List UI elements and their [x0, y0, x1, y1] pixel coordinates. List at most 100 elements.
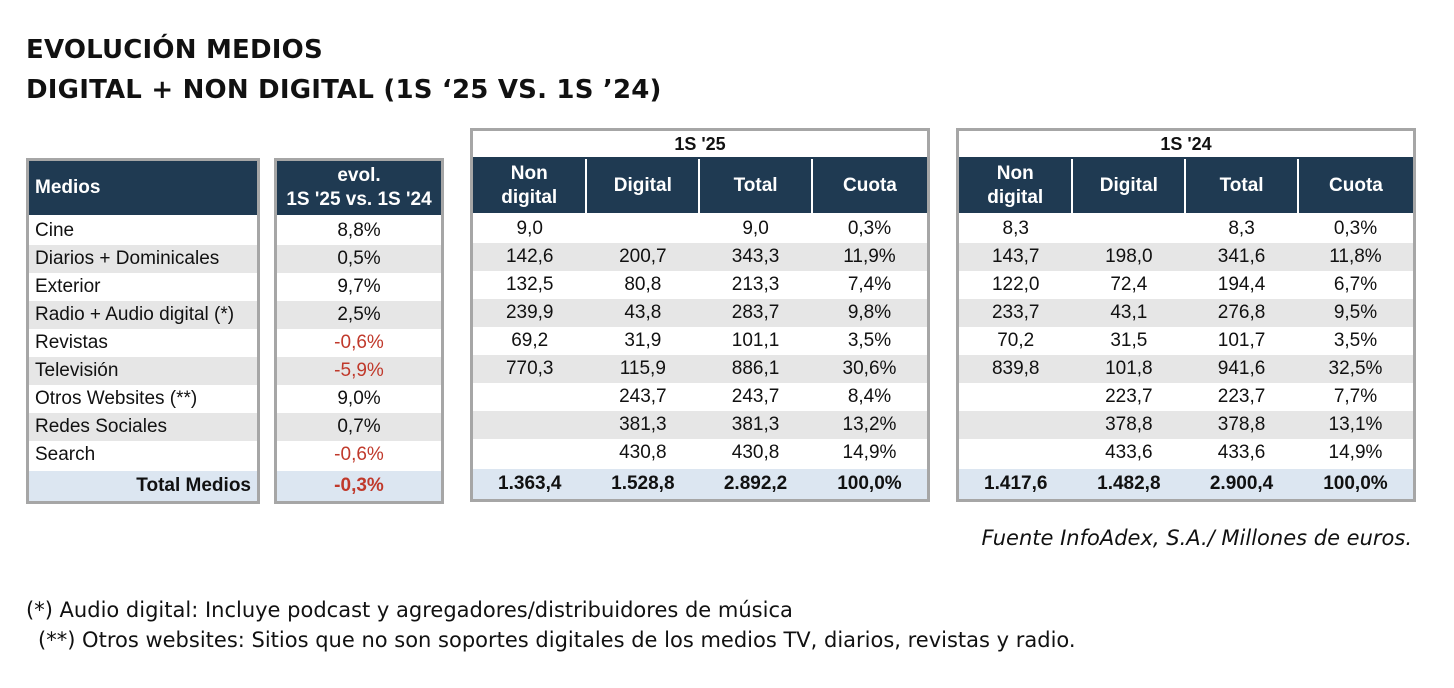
non-digital-cell: 132,5 — [505, 274, 554, 295]
medio-cell: Televisión — [27, 357, 259, 385]
digital-cell: 378,8 — [1072, 411, 1186, 439]
table-row: Cine — [28, 216, 259, 245]
total-cell: 381,3 — [699, 411, 812, 439]
table-row: 381,3 381,3 13,2% — [471, 411, 929, 439]
medio-cell: Cine — [35, 220, 75, 241]
digital-cell: 43,8 — [586, 299, 700, 327]
total-cell: 430,8 — [731, 442, 780, 463]
table-row: 223,7 223,7 7,7% — [958, 383, 1415, 411]
table-row: 0,7% — [275, 413, 443, 441]
table-row: -0,6% — [276, 441, 443, 470]
total-cell: 101,7 — [1217, 330, 1266, 351]
non-digital-cell — [957, 411, 1073, 439]
table-row: 239,9 43,8 283,7 9,8% — [471, 299, 929, 327]
total-row: 1.363,4 1.528,8 2.892,2 100,0% — [471, 467, 929, 501]
table-row: Otros Websites (**) — [28, 385, 259, 413]
table-row: 9,0% — [276, 385, 443, 413]
digital-cell: 31,5 — [1110, 330, 1148, 351]
total-cell: 213,3 — [731, 274, 780, 295]
cuota-cell: 13,2% — [811, 411, 929, 439]
evolution-table: evol. 1S '25 vs. 1S '24 8,8% 0,5% 9,7% 2,5%… — [274, 158, 444, 504]
table-row: -0,6% — [276, 329, 443, 357]
period-25-table: 1S '25 Non digital Digital Total Cuota 9… — [470, 128, 930, 502]
evolution-header: evol. 1S '25 vs. 1S '24 — [274, 158, 444, 217]
total-cell: 243,7 — [731, 386, 780, 407]
medio-cell: Total Medios — [27, 469, 259, 503]
total-cell: 341,6 — [1185, 243, 1298, 271]
cuota-cell: 7,4% — [847, 274, 892, 295]
table-row: 2,5% — [275, 301, 443, 329]
cuota-cell: 9,8% — [811, 299, 929, 327]
digital-cell: 31,9 — [624, 330, 662, 351]
digital-cell: 243,7 — [619, 386, 667, 407]
digital-cell — [586, 214, 699, 243]
digital-cell: 1.528,8 — [586, 467, 700, 501]
period-24-table: 1S '24 Non digital Digital Total Cuota 8… — [956, 128, 1416, 502]
digital-cell: 200,7 — [586, 243, 700, 271]
cuota-cell: 32,5% — [1297, 355, 1415, 383]
non-digital-cell — [472, 439, 587, 468]
table-row: 143,7 198,0 341,6 11,8% — [957, 243, 1415, 271]
evolution-cell: 8,8% — [337, 220, 381, 241]
medio-cell: Exterior — [35, 276, 101, 297]
cuota-cell: 0,3% — [1333, 218, 1378, 239]
table-row: 770,3 115,9 886,1 30,6% — [471, 355, 929, 383]
cuota-header: Cuota — [810, 157, 930, 215]
total-cell: 283,7 — [699, 299, 812, 327]
cuota-cell: 7,7% — [1333, 386, 1378, 407]
table-row: 243,7 243,7 8,4% — [472, 383, 929, 411]
evolution-cell: 9,0% — [337, 388, 381, 409]
evolution-cell: -0,3% — [275, 469, 443, 503]
cuota-cell: 3,5% — [1333, 330, 1378, 351]
total-cell: 9,0 — [742, 218, 769, 239]
non-digital-cell: 1.363,4 — [471, 467, 587, 501]
total-cell: 2.892,2 — [699, 467, 812, 501]
digital-cell: 1.482,8 — [1072, 467, 1186, 501]
evolution-cell: 0,7% — [275, 413, 443, 441]
table-row: 70,2 31,5 101,7 3,5% — [958, 327, 1415, 355]
digital-cell: 430,8 — [619, 442, 667, 463]
medios-header: Medios — [26, 158, 260, 217]
non-digital-cell: 143,7 — [957, 243, 1073, 271]
digital-cell — [1072, 214, 1185, 243]
digital-cell: 198,0 — [1072, 243, 1186, 271]
evolution-cell: -0,6% — [334, 332, 384, 353]
table-row: Diarios + Dominicales — [27, 245, 259, 273]
page-title: EVOLUCIÓN MEDIOS DIGITAL + NON DIGITAL (… — [26, 30, 662, 110]
digital-cell: 115,9 — [586, 355, 700, 383]
digital-cell: 433,6 — [1105, 442, 1153, 463]
total-cell: 433,6 — [1217, 442, 1266, 463]
total-cell: 378,8 — [1185, 411, 1298, 439]
cuota-cell: 13,1% — [1297, 411, 1415, 439]
table-row: Radio + Audio digital (*) — [27, 301, 259, 329]
evolution-header-line-2: 1S '25 vs. 1S '24 — [286, 189, 432, 210]
evolution-header-line-1: evol. — [337, 165, 381, 186]
digital-cell: 43,1 — [1072, 299, 1186, 327]
table-row: Redes Sociales — [27, 413, 259, 441]
medio-cell: Revistas — [35, 332, 108, 353]
footnote-audio: (*) Audio digital: Incluye podcast y agr… — [26, 598, 793, 622]
source-note: Fuente InfoAdex, S.A./ Millones de euros… — [981, 526, 1413, 550]
cuota-cell: 100,0% — [811, 467, 929, 501]
table-row: 9,7% — [276, 273, 443, 301]
cuota-cell: 14,9% — [842, 442, 897, 463]
title-line-1: EVOLUCIÓN MEDIOS — [26, 35, 323, 65]
evolution-cell: 2,5% — [275, 301, 443, 329]
non-digital-cell: 770,3 — [471, 355, 587, 383]
digital-cell: 101,8 — [1072, 355, 1186, 383]
cuota-cell: 6,7% — [1333, 274, 1378, 295]
non-digital-cell: 239,9 — [471, 299, 587, 327]
period-25-header: 1S '25 — [470, 128, 930, 159]
total-cell: 2.900,4 — [1185, 467, 1298, 501]
table-row: 839,8 101,8 941,6 32,5% — [957, 355, 1415, 383]
table-row: 9,0 9,0 0,3% — [472, 214, 929, 243]
table-row: 132,5 80,8 213,3 7,4% — [472, 271, 929, 299]
non-digital-header-line-1: Non — [510, 163, 548, 184]
non-digital-header: Non digital — [956, 157, 1074, 215]
total-cell: 8,3 — [1228, 218, 1255, 239]
total-row: -0,3% — [275, 469, 443, 503]
cuota-cell: 11,9% — [811, 243, 929, 271]
total-cell: 194,4 — [1217, 274, 1266, 295]
non-digital-cell — [471, 411, 587, 439]
medio-cell: Otros Websites (**) — [35, 388, 198, 409]
